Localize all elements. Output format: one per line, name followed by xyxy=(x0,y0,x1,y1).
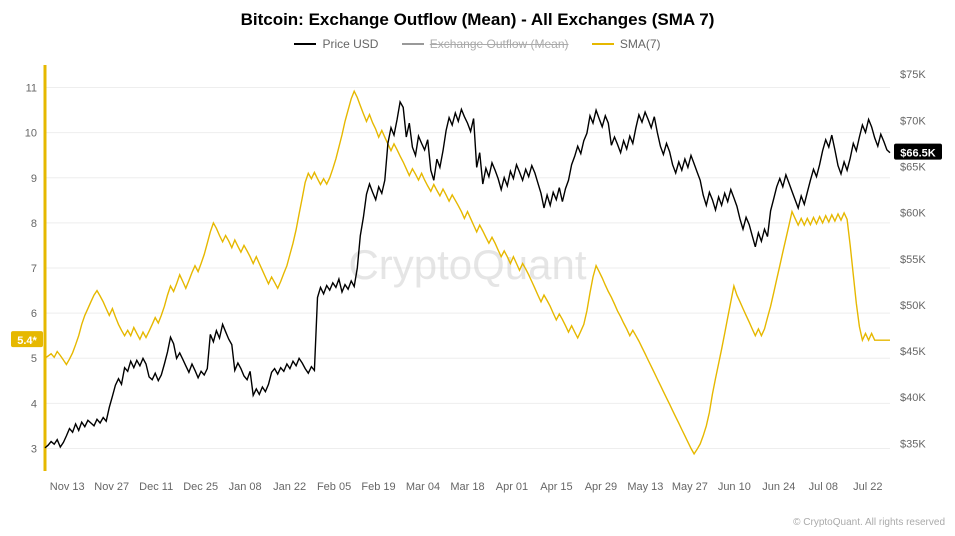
svg-text:Dec 11: Dec 11 xyxy=(139,481,173,493)
svg-text:Mar 04: Mar 04 xyxy=(406,481,440,493)
svg-text:Jul 22: Jul 22 xyxy=(853,481,882,493)
chart-container: Bitcoin: Exchange Outflow (Mean) - All E… xyxy=(0,0,955,536)
svg-text:$55K: $55K xyxy=(900,254,926,266)
legend-label-price: Price USD xyxy=(322,37,378,51)
legend-swatch-sma xyxy=(592,43,614,45)
left-axis-badge: 5.4* xyxy=(17,335,37,347)
right-axis-badge: $66.5K xyxy=(900,148,936,160)
svg-text:Nov 13: Nov 13 xyxy=(50,481,85,493)
svg-text:Jun 10: Jun 10 xyxy=(718,481,751,493)
svg-text:6: 6 xyxy=(31,308,37,320)
svg-text:Apr 29: Apr 29 xyxy=(585,481,617,493)
chart-svg: 34567891011$35K$40K$45K$50K$55K$60K$65K$… xyxy=(40,60,895,476)
svg-text:5: 5 xyxy=(31,353,37,365)
svg-text:$50K: $50K xyxy=(900,300,926,312)
series-price-line xyxy=(45,102,890,448)
chart-legend: Price USD Exchange Outflow (Mean) SMA(7) xyxy=(0,34,955,51)
svg-text:Feb 05: Feb 05 xyxy=(317,481,351,493)
legend-label-outflow: Exchange Outflow (Mean) xyxy=(430,37,569,51)
svg-text:3: 3 xyxy=(31,443,37,455)
svg-text:Feb 19: Feb 19 xyxy=(361,481,395,493)
svg-text:Apr 01: Apr 01 xyxy=(496,481,528,493)
svg-text:Mar 18: Mar 18 xyxy=(450,481,484,493)
legend-swatch-price xyxy=(294,43,316,45)
svg-text:$70K: $70K xyxy=(900,115,926,127)
svg-text:Jan 22: Jan 22 xyxy=(273,481,306,493)
svg-text:10: 10 xyxy=(25,128,37,140)
svg-text:Jan 08: Jan 08 xyxy=(229,481,262,493)
copyright-text: © CryptoQuant. All rights reserved xyxy=(793,517,945,528)
svg-text:May 13: May 13 xyxy=(627,481,663,493)
svg-text:11: 11 xyxy=(26,83,37,95)
svg-text:4: 4 xyxy=(31,398,37,410)
legend-label-sma: SMA(7) xyxy=(620,37,661,51)
svg-text:7: 7 xyxy=(31,263,37,275)
legend-swatch-outflow xyxy=(402,43,424,45)
series-sma-line xyxy=(45,91,890,454)
svg-text:9: 9 xyxy=(31,173,37,185)
svg-text:$45K: $45K xyxy=(900,346,926,358)
svg-text:$75K: $75K xyxy=(900,69,926,81)
chart-title: Bitcoin: Exchange Outflow (Mean) - All E… xyxy=(0,10,955,30)
legend-item-sma[interactable]: SMA(7) xyxy=(592,37,661,51)
svg-text:$65K: $65K xyxy=(900,162,926,174)
svg-text:Jun 24: Jun 24 xyxy=(762,481,795,493)
svg-text:Dec 25: Dec 25 xyxy=(183,481,218,493)
svg-text:Apr 15: Apr 15 xyxy=(540,481,572,493)
svg-text:$35K: $35K xyxy=(900,438,926,450)
svg-text:$60K: $60K xyxy=(900,208,926,220)
svg-text:Nov 27: Nov 27 xyxy=(94,481,129,493)
legend-item-price[interactable]: Price USD xyxy=(294,37,378,51)
svg-text:8: 8 xyxy=(31,218,37,230)
legend-item-outflow[interactable]: Exchange Outflow (Mean) xyxy=(402,37,569,51)
svg-text:May 27: May 27 xyxy=(672,481,708,493)
plot-area: 34567891011$35K$40K$45K$50K$55K$60K$65K$… xyxy=(40,60,895,476)
svg-text:$40K: $40K xyxy=(900,392,926,404)
svg-text:CryptoQuant: CryptoQuant xyxy=(348,241,586,288)
svg-text:Jul 08: Jul 08 xyxy=(809,481,838,493)
